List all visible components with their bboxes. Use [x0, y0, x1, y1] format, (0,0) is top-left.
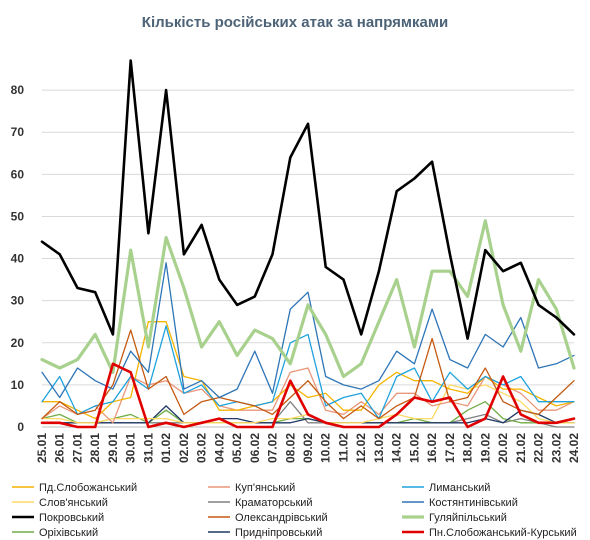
legend-item: Куп'янський	[208, 482, 295, 494]
y-tick-labels: 0 10 20 30 40 50 60 70 80	[11, 83, 25, 434]
series-line	[40, 219, 576, 379]
series-line	[40, 59, 576, 340]
x-tick-label: 14.02	[390, 433, 404, 463]
x-tick-label: 30.01	[124, 433, 138, 463]
legend-item: Придніпровський	[208, 527, 322, 539]
y-tick-label: 10	[11, 378, 25, 392]
x-tick-label: 24.02	[567, 433, 581, 463]
legend: Пд.Слобожанський Куп'янський Лиманський Сло…	[12, 482, 577, 539]
x-tick-label: 25.01	[35, 433, 49, 463]
x-tick-label: 01.02	[159, 433, 173, 463]
legend-item: Лиманський	[402, 482, 490, 494]
legend-label: Слов'янський	[39, 497, 108, 509]
legend-item: Слов'янський	[12, 497, 108, 509]
series-lines	[40, 59, 576, 429]
legend-label: Гуляйпільський	[429, 512, 507, 524]
y-tick-label: 70	[11, 125, 25, 139]
x-tick-label: 28.01	[88, 433, 102, 463]
legend-label: Куп'янський	[235, 482, 295, 494]
legend-label: Придніпровський	[235, 527, 322, 539]
x-tick-label: 08.02	[283, 433, 297, 463]
legend-item: Костянтинівський	[402, 497, 518, 509]
x-tick-label: 09.02	[301, 433, 315, 463]
x-tick-label: 13.02	[372, 433, 386, 463]
legend-label: Пн.Слобожанський-Курський	[429, 527, 577, 539]
x-tick-label: 10.02	[319, 433, 333, 463]
legend-item: Оріхівський	[12, 527, 98, 539]
x-tick-label: 29.01	[106, 433, 120, 463]
legend-item: Краматорський	[208, 497, 313, 509]
x-tick-label: 17.02	[443, 433, 457, 463]
chart-title: Кількість російських атак за напрямками	[142, 14, 448, 31]
series-line	[40, 362, 576, 429]
legend-label: Лиманський	[429, 482, 490, 494]
series-line	[41, 325, 575, 420]
x-tick-label: 11.02	[336, 433, 350, 463]
y-tick-label: 50	[11, 209, 25, 223]
y-tick-label: 0	[17, 420, 24, 434]
x-tick-label: 02.02	[177, 433, 191, 463]
x-tick-label: 03.02	[195, 433, 209, 463]
legend-label: Краматорський	[235, 497, 313, 509]
x-tick-labels: 25.01 26.01 27.01 28.01 29.01 30.01 31.01 01.02…	[35, 433, 581, 463]
x-tick-label: 05.02	[230, 433, 244, 463]
legend-item: Гуляйпільський	[402, 512, 507, 524]
legend-item: Олександрівський	[208, 512, 328, 524]
x-tick-label: 21.02	[514, 433, 528, 463]
x-tick-label: 26.01	[53, 433, 67, 463]
y-tick-label: 40	[11, 252, 25, 266]
x-tick-label: 06.02	[248, 433, 262, 463]
series-line	[41, 329, 575, 420]
x-tick-label: 27.01	[70, 433, 84, 463]
x-tick-label: 18.02	[461, 433, 475, 463]
x-tick-label: 23.02	[549, 433, 563, 463]
y-tick-label: 20	[11, 336, 25, 350]
x-tick-label: 31.01	[141, 433, 155, 463]
x-tick-label: 19.02	[478, 433, 492, 463]
y-tick-label: 80	[11, 83, 25, 97]
legend-label: Костянтинівський	[429, 497, 518, 509]
legend-item: Пн.Слобожанський-Курський	[402, 527, 577, 539]
x-tick-label: 22.02	[532, 433, 546, 463]
x-tick-label: 07.02	[266, 433, 280, 463]
x-tick-label: 04.02	[212, 433, 226, 463]
legend-label: Пд.Слобожанський	[39, 482, 137, 494]
series-line	[41, 262, 575, 399]
y-tick-label: 60	[11, 167, 25, 181]
x-tick-label: 16.02	[425, 433, 439, 463]
x-tick-label: 20.02	[496, 433, 510, 463]
legend-label: Олександрівський	[235, 512, 328, 524]
x-tick-label: 15.02	[407, 433, 421, 463]
legend-label: Оріхівський	[39, 527, 98, 539]
x-tick-label: 12.02	[354, 433, 368, 463]
legend-label: Покровський	[39, 512, 104, 524]
legend-item: Пд.Слобожанський	[12, 482, 137, 494]
y-tick-label: 30	[11, 294, 25, 308]
legend-item: Покровський	[12, 512, 104, 524]
